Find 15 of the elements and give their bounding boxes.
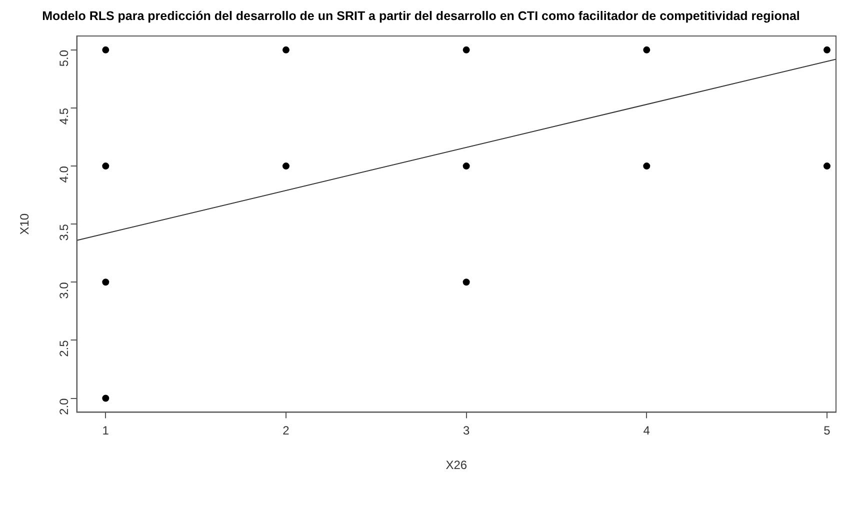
y-tick-label: 5.0 — [57, 50, 72, 67]
x-axis-title: X26 — [446, 458, 468, 472]
y-tick-label: 4.0 — [57, 166, 72, 183]
y-tick-label: 3.0 — [57, 282, 72, 299]
y-axis-title: X10 — [18, 213, 32, 235]
x-tick-label: 1 — [102, 424, 110, 438]
x-tick-label: 5 — [824, 424, 831, 438]
x-tick-label: 2 — [282, 424, 290, 438]
chart-title: Modelo RLS para predicción del desarrollo de un SRIT a partir del desarrollo en CTI como facilitador de competitividad regional — [42, 8, 800, 23]
x-tick-label: 3 — [462, 424, 470, 438]
y-tick-label: 2.0 — [57, 398, 72, 415]
y-tick-label: 3.5 — [57, 224, 72, 241]
x-tick-label: 4 — [643, 424, 650, 438]
y-tick-label: 2.5 — [57, 340, 72, 357]
y-tick-label: 4.5 — [57, 108, 72, 125]
